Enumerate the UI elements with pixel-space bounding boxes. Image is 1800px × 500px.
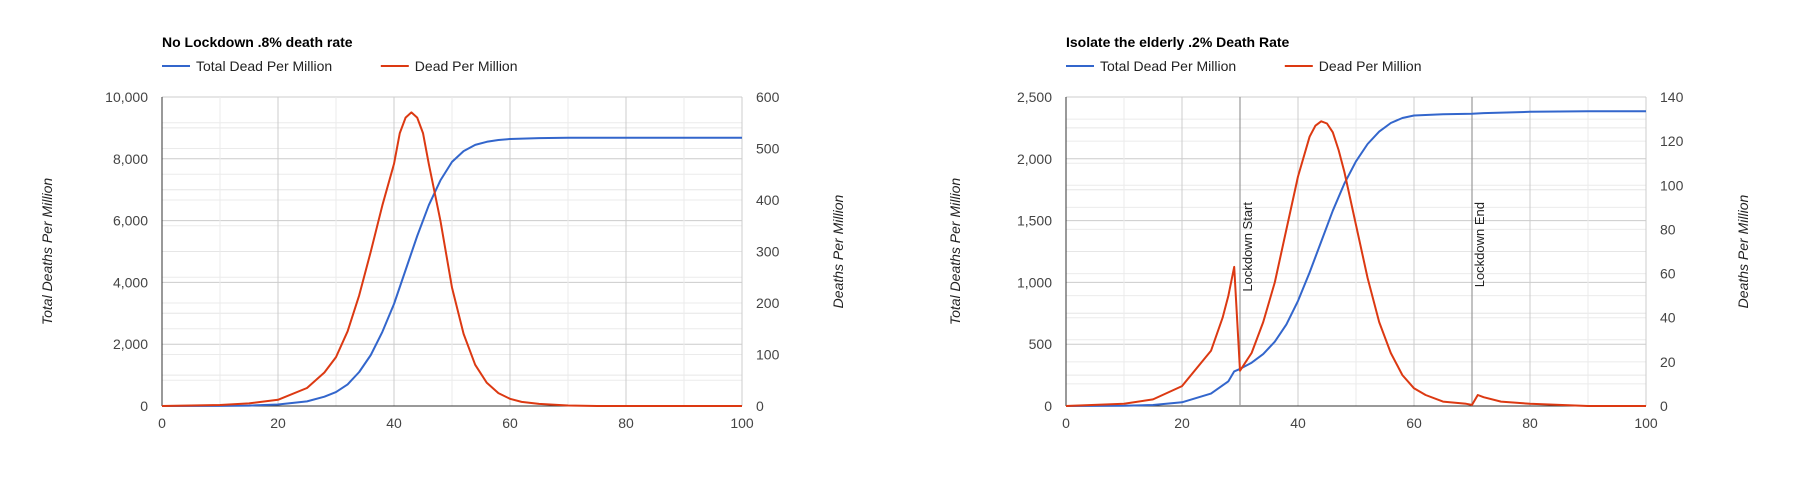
- y-right-tick-label: 200: [756, 295, 780, 311]
- y-left-tick-label: 2,000: [113, 336, 148, 352]
- y-right-tick-label: 120: [1660, 133, 1684, 149]
- legend-label: Dead Per Million: [1319, 58, 1422, 74]
- series-line-total-dead: [1065, 110, 1646, 407]
- chart-2: Isolate the elderly .2% Death Rate Total …: [947, 34, 1751, 431]
- annotation-label: Lockdown Start: [1240, 202, 1255, 292]
- chart-title: Isolate the elderly .2% Death Rate: [1066, 34, 1290, 50]
- y-right-tick-label: 0: [756, 398, 764, 414]
- x-tick-label: 20: [1174, 415, 1190, 431]
- y-right-tick-label: 600: [756, 89, 780, 105]
- x-tick-label: 100: [1634, 415, 1658, 431]
- y-right-tick-label: 80: [1660, 221, 1676, 237]
- y-right-tick-label: 40: [1660, 310, 1676, 326]
- y-right-axis-label: Deaths Per Million: [1735, 194, 1751, 308]
- annotation-label: Lockdown End: [1472, 202, 1487, 287]
- y-left-tick-label: 500: [1029, 336, 1053, 352]
- y-right-tick-label: 500: [756, 141, 780, 157]
- x-tick-label: 100: [730, 415, 754, 431]
- legend: Total Dead Per Million Dead Per Million: [162, 58, 518, 74]
- y-left-tick-label: 10,000: [105, 89, 148, 105]
- x-tick-label: 0: [158, 415, 166, 431]
- y-left-tick-label: 2,000: [1017, 151, 1052, 167]
- y-right-tick-label: 0: [1660, 398, 1668, 414]
- y-right-tick-label: 400: [756, 192, 780, 208]
- y-right-tick-label: 60: [1660, 266, 1676, 282]
- x-tick-label: 80: [1522, 415, 1538, 431]
- x-tick-label: 20: [270, 415, 286, 431]
- gridlines: [161, 96, 743, 407]
- y-left-tick-label: 1,000: [1017, 274, 1052, 290]
- y-right-tick-label: 20: [1660, 354, 1676, 370]
- y-right-tick-label: 300: [756, 244, 780, 260]
- y-left-tick-label: 2,500: [1017, 89, 1052, 105]
- y-left-tick-label: 1,500: [1017, 213, 1052, 229]
- x-tick-label: 60: [502, 415, 518, 431]
- y-right-tick-label: 140: [1660, 89, 1684, 105]
- legend-label: Total Dead Per Million: [196, 58, 332, 74]
- y-left-tick-label: 0: [1044, 398, 1052, 414]
- series-line-dead-per-million: [161, 111, 742, 407]
- y-right-axis-label: Deaths Per Million: [830, 194, 846, 308]
- y-right-tick-label: 100: [756, 347, 780, 363]
- y-left-tick-label: 8,000: [113, 151, 148, 167]
- x-tick-label: 40: [386, 415, 402, 431]
- x-tick-label: 60: [1406, 415, 1422, 431]
- y-left-axis-label: Total Deaths Per Million: [39, 178, 55, 326]
- y-right-tick-label: 100: [1660, 177, 1684, 193]
- x-tick-label: 80: [618, 415, 634, 431]
- chart-title: No Lockdown .8% death rate: [162, 34, 353, 50]
- legend-label: Dead Per Million: [415, 58, 518, 74]
- gridlines: [1065, 96, 1647, 407]
- y-left-tick-label: 4,000: [113, 274, 148, 290]
- series-line-dead-per-million: [1065, 120, 1646, 407]
- series-line-total-dead: [161, 136, 742, 407]
- x-tick-label: 0: [1062, 415, 1070, 431]
- y-left-axis-label: Total Deaths Per Million: [947, 178, 963, 326]
- legend-label: Total Dead Per Million: [1100, 58, 1236, 74]
- y-left-tick-label: 0: [140, 398, 148, 414]
- y-left-tick-label: 6,000: [113, 213, 148, 229]
- chart-1: No Lockdown .8% death rate Total Dead Per…: [39, 34, 846, 431]
- legend: Total Dead Per Million Dead Per Million: [1066, 58, 1422, 74]
- x-tick-label: 40: [1290, 415, 1306, 431]
